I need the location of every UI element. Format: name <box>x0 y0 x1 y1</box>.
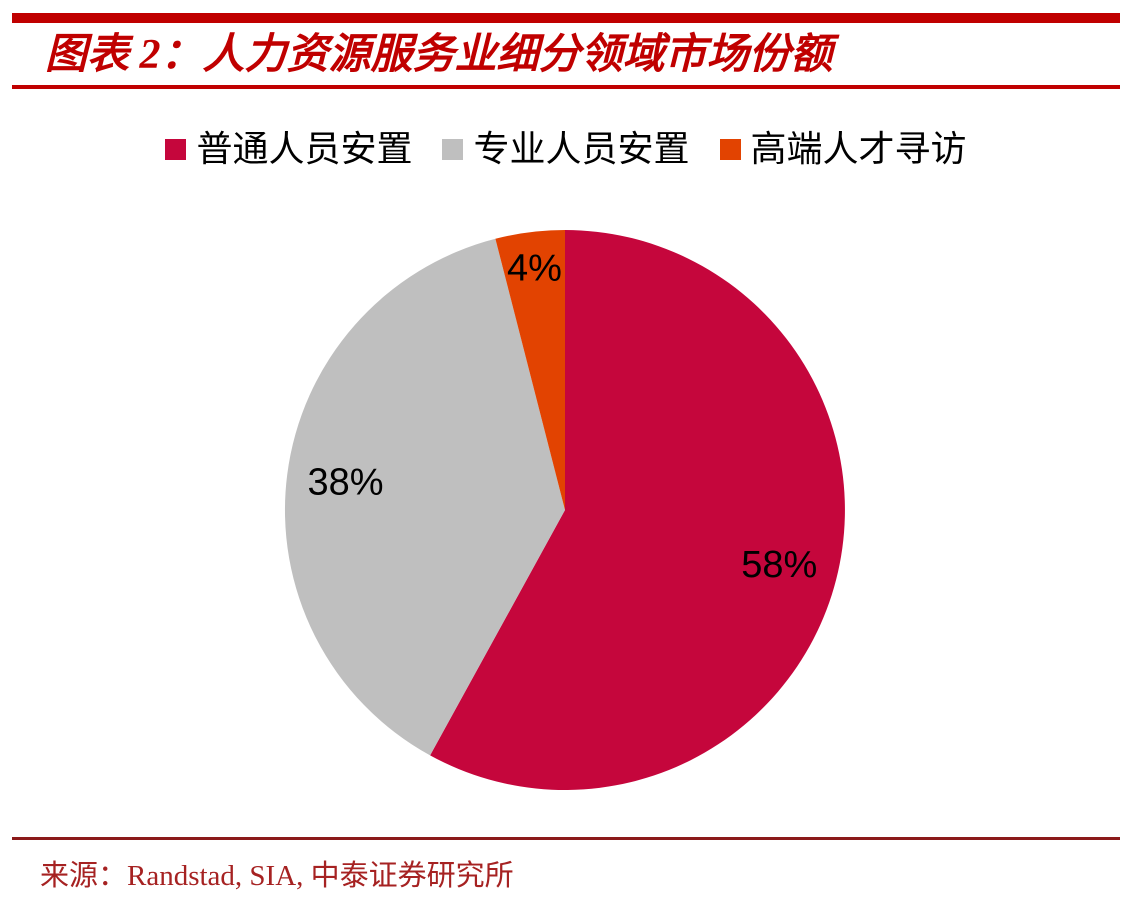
pie-data-label: 4% <box>507 247 562 289</box>
title-underline <box>12 85 1120 89</box>
legend-label: 专业人员安置 <box>473 129 690 169</box>
pie-slice-高端人才寻访 <box>495 230 565 510</box>
source-text: 来源：Randstad, SIA, 中泰证券研究所 <box>40 860 514 892</box>
legend-item-executive-search: 高端人才寻访 <box>719 127 967 171</box>
pie-data-label: 38% <box>307 461 383 503</box>
legend-item-general-placement: 普通人员安置 <box>165 127 412 171</box>
pie-slice-专业人员安置 <box>284 238 565 756</box>
pie-slice-普通人员安置 <box>430 230 845 790</box>
legend-swatch-general-placement <box>165 138 187 160</box>
chart-title: 图表 2：人力资源服务业细分领域市场份额 <box>45 32 833 78</box>
legend-swatch-professional-placement <box>442 138 464 160</box>
legend-swatch-executive-search <box>719 138 741 160</box>
legend-item-professional-placement: 专业人员安置 <box>442 127 690 171</box>
top-rule <box>12 13 1120 23</box>
pie-legend: 普通人员安置 专业人员安置 高端人才寻访 <box>0 126 1132 172</box>
footer-rule <box>12 837 1120 840</box>
legend-label: 普通人员安置 <box>196 129 413 169</box>
pie-data-label: 58% <box>741 544 817 586</box>
legend-label: 高端人才寻访 <box>750 129 967 169</box>
